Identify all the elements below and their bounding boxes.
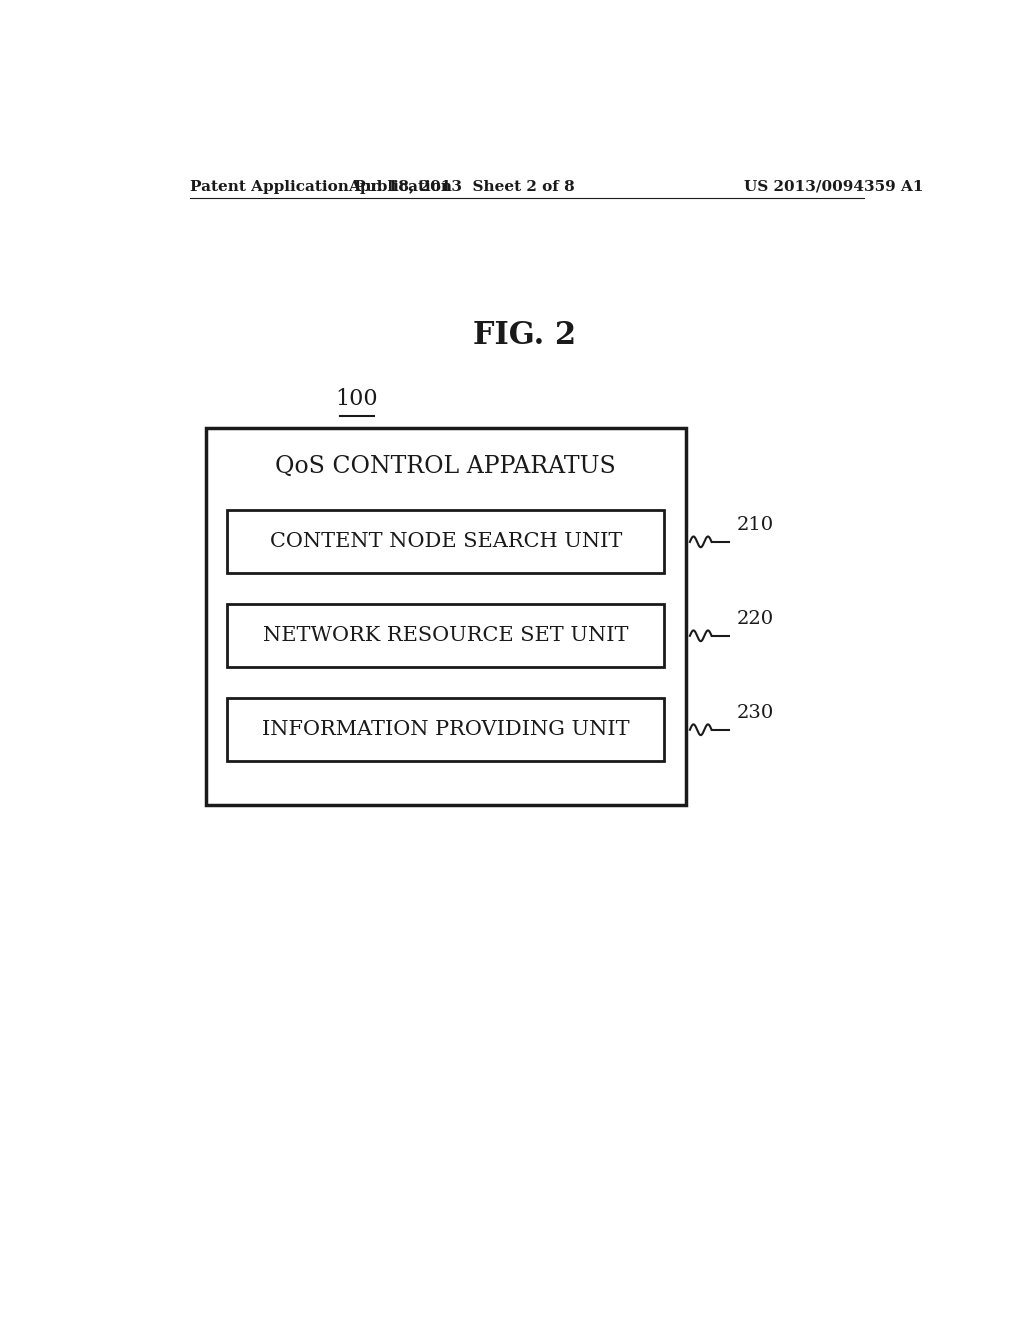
Bar (227, 605, 665, 668)
Text: Apr. 18, 2013  Sheet 2 of 8: Apr. 18, 2013 Sheet 2 of 8 (348, 180, 574, 194)
Bar (206, 428, 686, 805)
Bar (227, 511, 665, 573)
Text: US 2013/0094359 A1: US 2013/0094359 A1 (743, 180, 923, 194)
Text: 230: 230 (736, 704, 773, 722)
Text: Patent Application Publication: Patent Application Publication (190, 180, 452, 194)
Text: FIG. 2: FIG. 2 (473, 319, 577, 351)
Text: 220: 220 (736, 610, 773, 628)
Text: QoS CONTROL APPARATUS: QoS CONTROL APPARATUS (275, 455, 616, 478)
Text: CONTENT NODE SEARCH UNIT: CONTENT NODE SEARCH UNIT (269, 532, 622, 552)
Text: INFORMATION PROVIDING UNIT: INFORMATION PROVIDING UNIT (262, 721, 630, 739)
Text: NETWORK RESOURCE SET UNIT: NETWORK RESOURCE SET UNIT (263, 626, 629, 645)
Text: 100: 100 (335, 388, 378, 411)
Text: 210: 210 (736, 516, 773, 535)
Bar (227, 698, 665, 762)
